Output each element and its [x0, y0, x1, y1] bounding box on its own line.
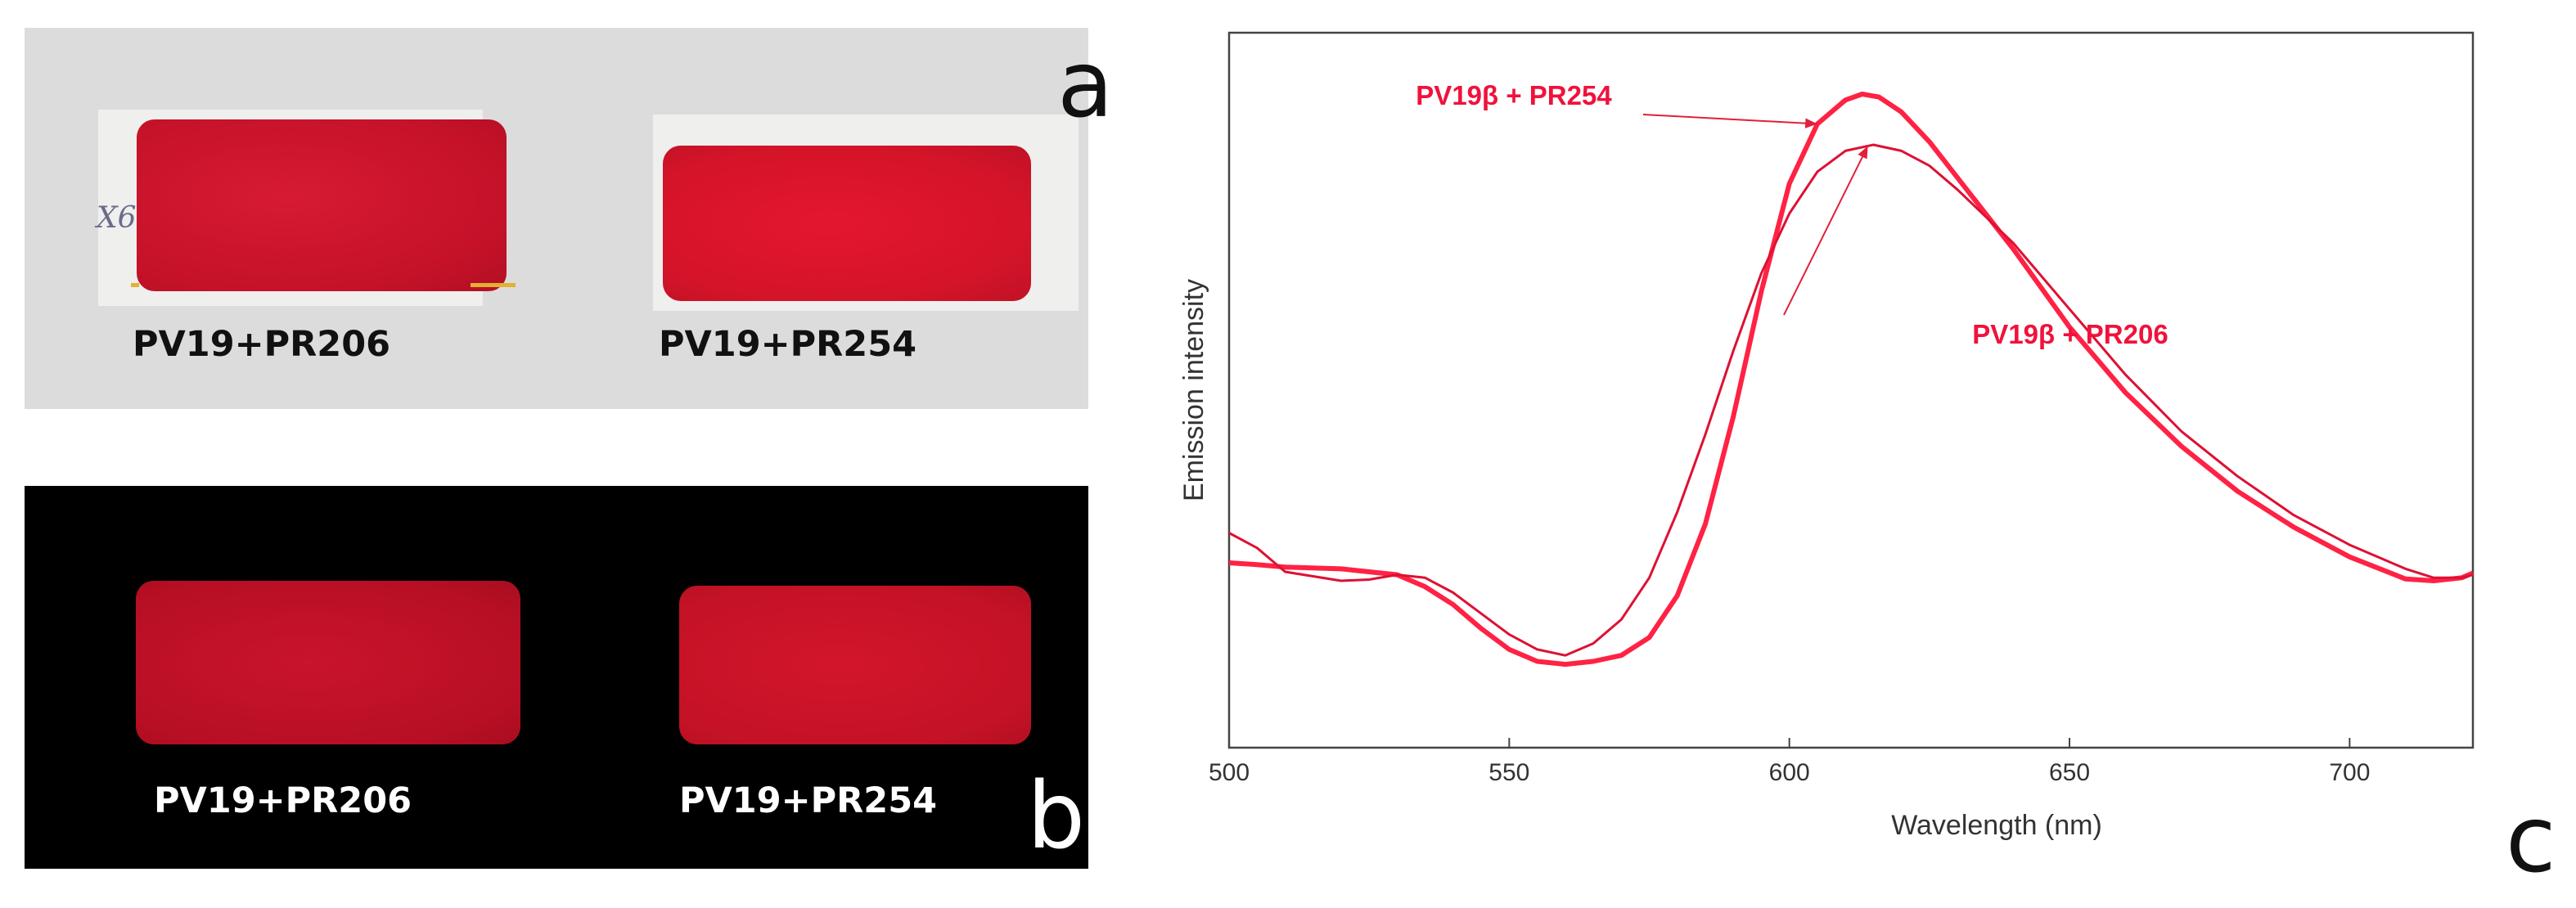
annotation-arrow [1642, 114, 1817, 125]
x-tick-label: 500 [1209, 759, 1250, 786]
x-tick-label: 550 [1488, 759, 1529, 786]
swatch-label-pr254: PV19+PR254 [679, 780, 938, 821]
swatch-label-pr206: PV19+PR206 [133, 324, 391, 365]
annotation-arrowhead [1858, 146, 1868, 160]
x-tick-label: 600 [1769, 759, 1810, 786]
plot-frame [1227, 31, 2475, 749]
panel-b: PV19+PR206 PV19+PR254 b [25, 486, 1088, 869]
swatch-pv19-pr206-daylight [137, 119, 507, 291]
series-line-pv19-pr254 [1228, 92, 2475, 668]
tape-strip [471, 283, 516, 287]
swatch-pv19-pr254-uv [679, 586, 1031, 744]
series-layer [1228, 92, 2475, 668]
swatch-label-pr206: PV19+PR206 [154, 780, 412, 821]
panel-letter-c: c [2506, 787, 2556, 893]
swatch-pv19-pr206-uv [136, 581, 520, 744]
y-axis-title: Emission intensity [1178, 279, 1209, 501]
panel-letter-b: b [1027, 763, 1086, 870]
annotation-arrowhead [1804, 118, 1817, 128]
panel-a: X6 PV19+PR206 PV19+PR254 a [25, 28, 1114, 409]
panel-letter-a: a [1057, 32, 1114, 138]
annotation-label: PV19β + PR254 [1416, 80, 1612, 110]
x-axis: 500 550 600 650 700 [1209, 738, 2370, 786]
annotation-label: PV19β + PR206 [1972, 319, 2168, 349]
swatch-label-pr254: PV19+PR254 [659, 324, 917, 365]
series-line-pv19-pr206 [1228, 143, 2474, 657]
pencil-mark: X6 [97, 201, 137, 235]
x-axis-title: Wavelength (nm) [1891, 810, 2102, 841]
annotation-arrow [1783, 146, 1869, 316]
x-tick-label: 700 [2329, 759, 2370, 786]
tape-strip [131, 283, 139, 287]
swatch-pv19-pr254-daylight [663, 146, 1031, 301]
annotation-layer: PV19β + PR254 PV19β + PR206 [1416, 80, 2168, 349]
x-tick-label: 650 [2049, 759, 2090, 786]
